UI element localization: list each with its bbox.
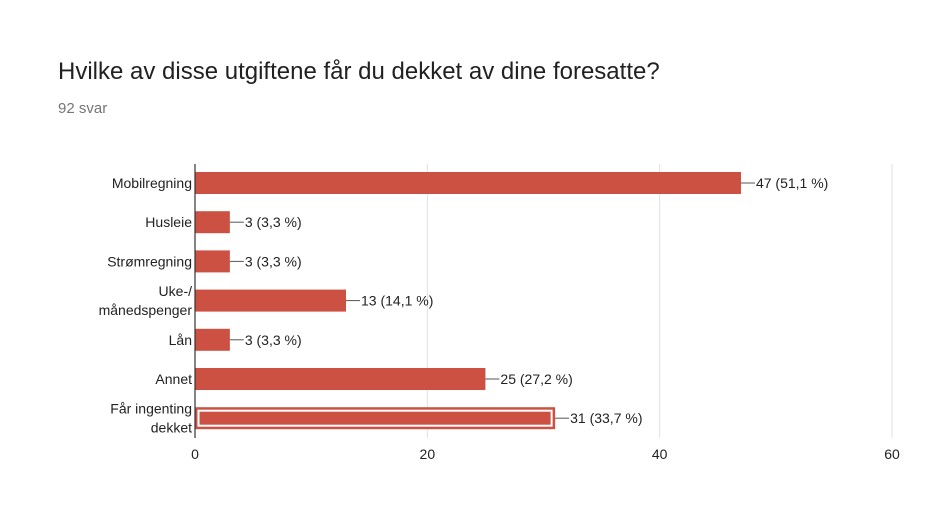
category-label: Lån [169, 332, 192, 348]
bar [195, 407, 556, 430]
value-label: 3 (3,3 %) [245, 332, 302, 348]
value-label: 3 (3,3 %) [245, 253, 302, 269]
category-label: Strømregning [107, 253, 192, 269]
chart-title: Hvilke av disse utgiftene får du dekket … [58, 58, 660, 85]
bar-highlight-outline [197, 409, 553, 427]
value-label: 31 (33,7 %) [570, 410, 642, 426]
value-label: 25 (27,2 %) [500, 371, 572, 387]
bar [195, 328, 230, 351]
x-tick-label: 20 [420, 446, 436, 462]
value-label: 13 (14,1 %) [361, 293, 433, 309]
category-label: månedspenger [99, 302, 193, 318]
value-label: 3 (3,3 %) [245, 214, 302, 230]
category-label: Mobilregning [112, 175, 192, 191]
category-label: dekket [151, 420, 192, 436]
bar [195, 172, 741, 194]
bar [195, 250, 230, 273]
x-tick-label: 0 [191, 446, 199, 462]
bar [195, 289, 347, 312]
bar [195, 368, 486, 390]
value-label: 47 (51,1 %) [756, 175, 828, 191]
response-count: 92 svar [58, 100, 108, 117]
x-tick-label: 60 [884, 446, 900, 462]
category-label: Annet [155, 371, 192, 387]
category-label: Husleie [145, 214, 192, 230]
x-tick-label: 40 [652, 446, 668, 462]
category-label: Får ingenting [110, 401, 192, 417]
bar [195, 211, 230, 234]
category-label: Uke-/ [159, 283, 193, 299]
